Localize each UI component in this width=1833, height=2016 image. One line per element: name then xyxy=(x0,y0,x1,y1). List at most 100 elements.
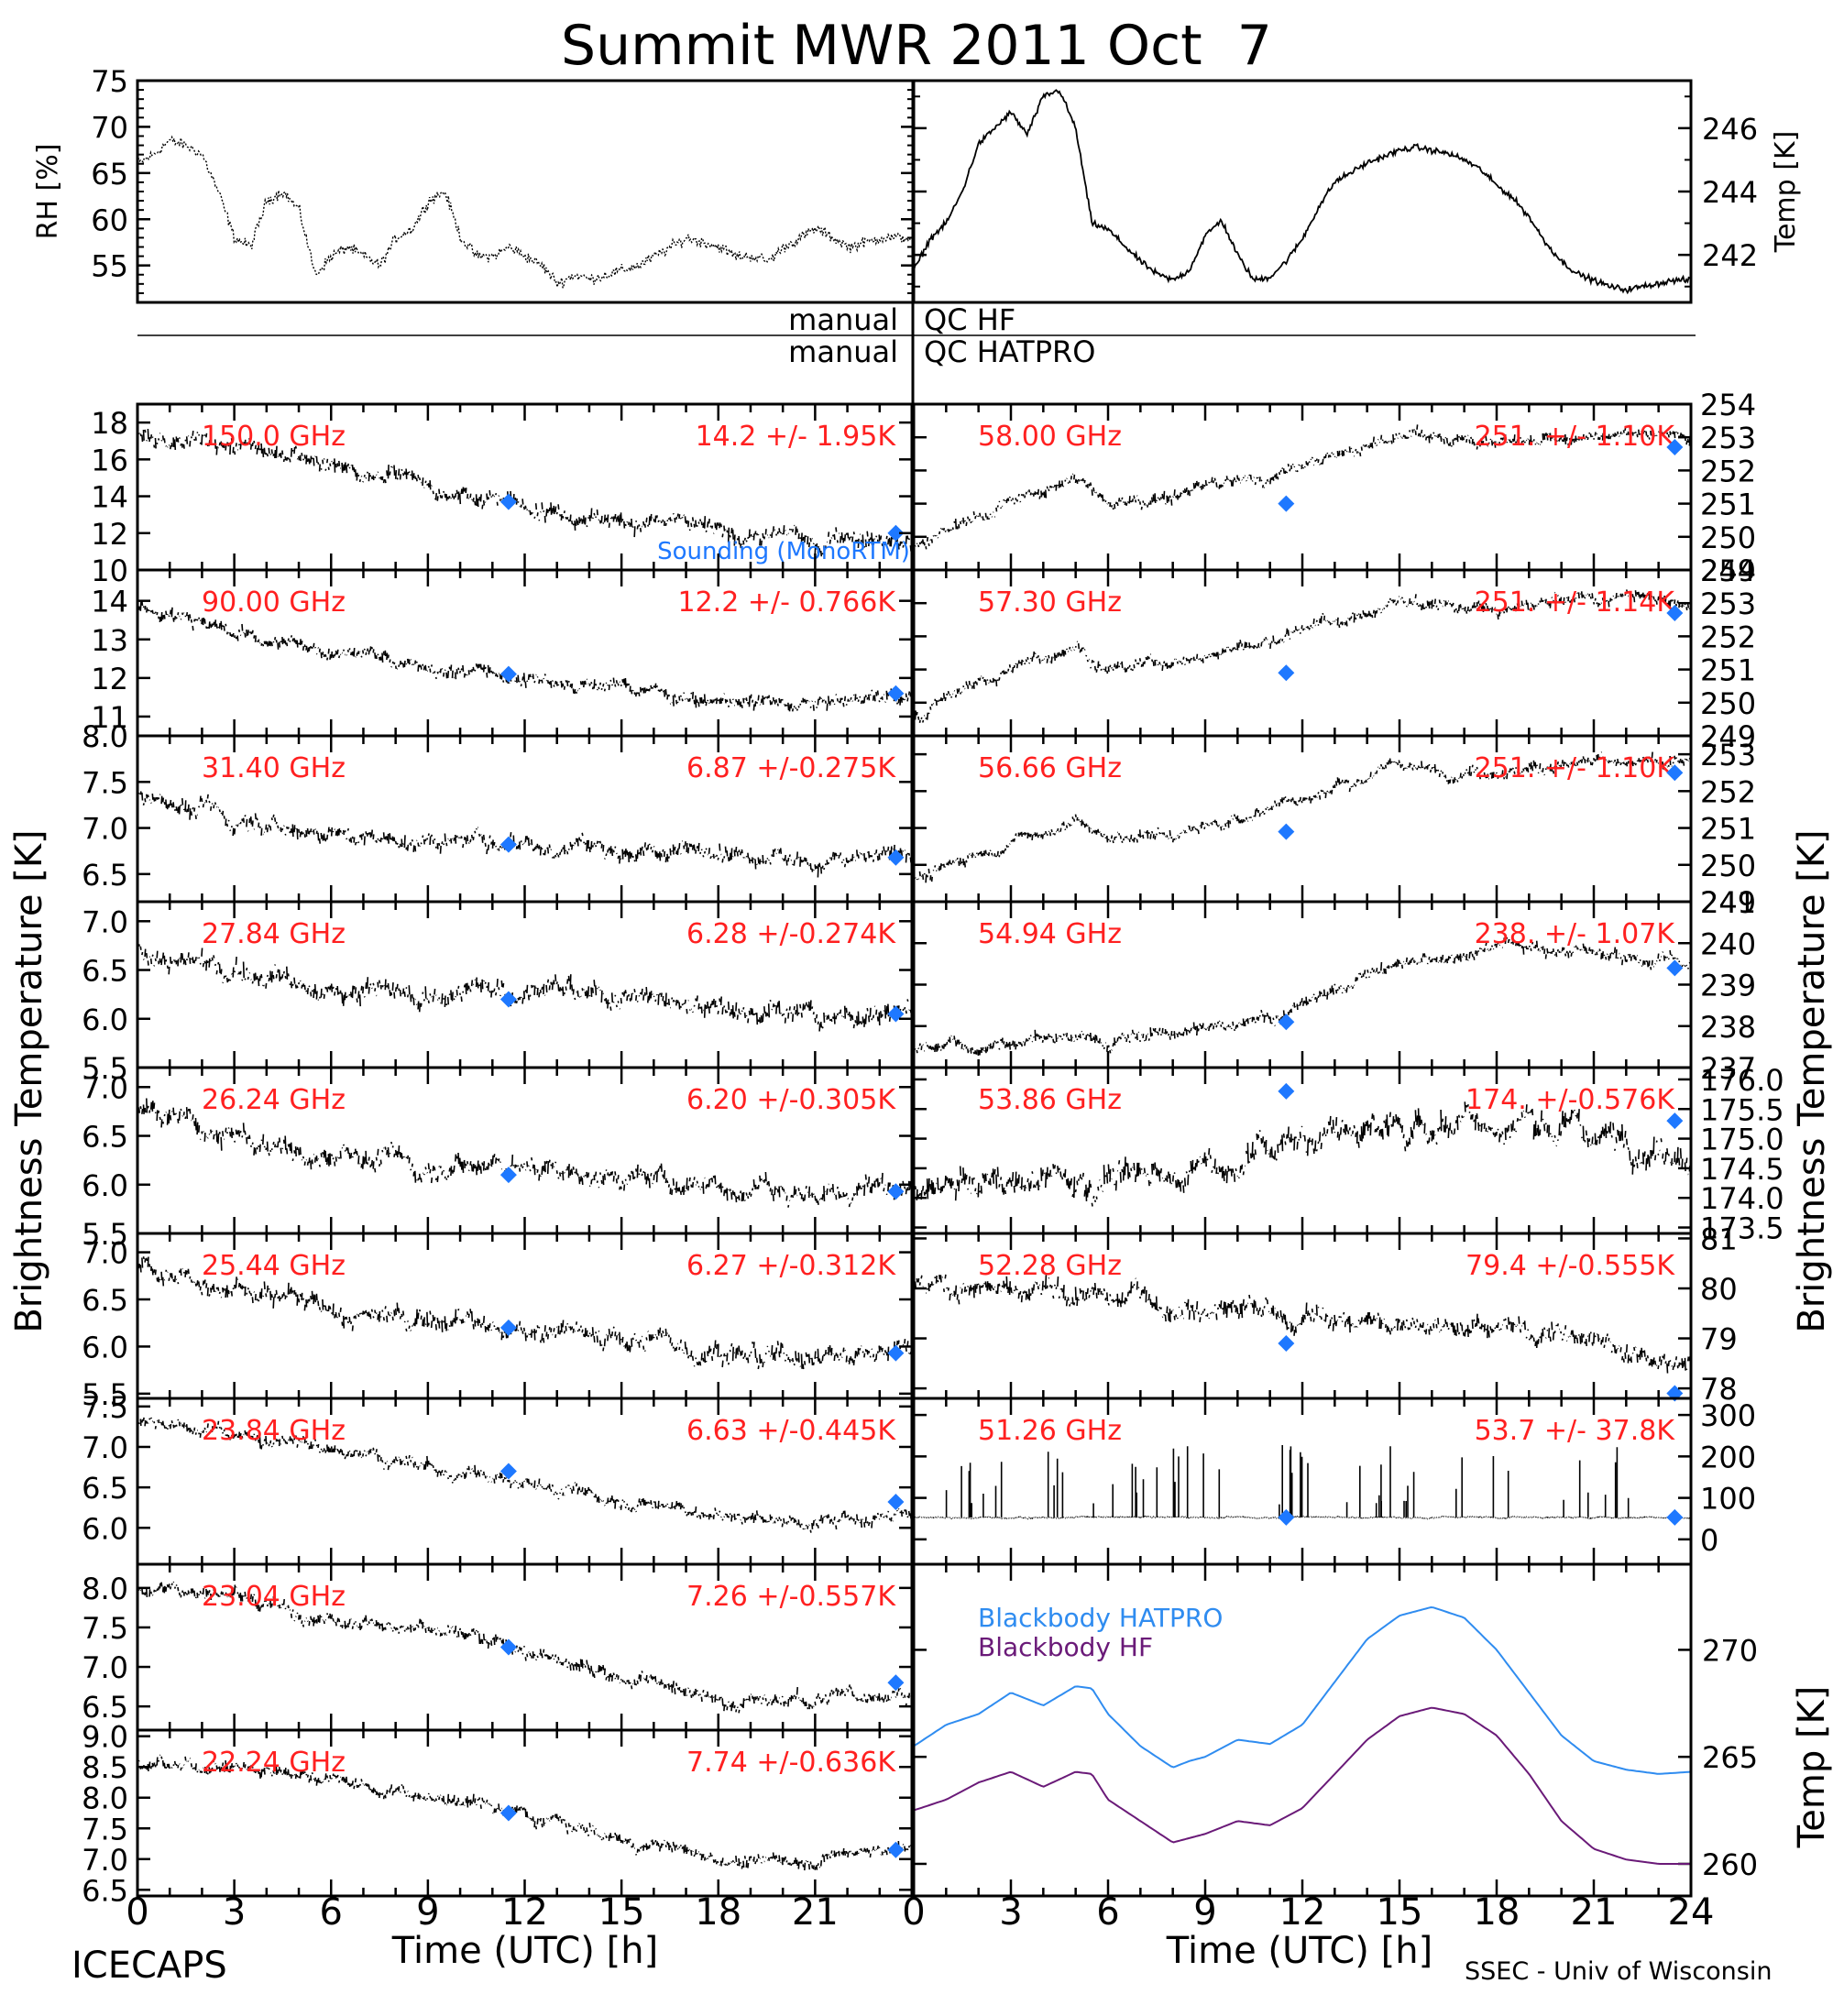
blackbody-series-line-0 xyxy=(913,1605,1692,1775)
panel-hat_23-04-stats-label: 7.26 +/-0.557K xyxy=(686,1581,896,1613)
panel-hat_54-94-ytick-label: 240 xyxy=(1700,926,1756,961)
panel-hf_150-sounding-point xyxy=(499,493,517,510)
x-tick-label-left: 6 xyxy=(320,1891,343,1934)
panel-hf_150-ytick-label: 10 xyxy=(91,553,128,588)
panel-hat_57-30-sounding-point xyxy=(1278,664,1295,682)
x-tick-label-left: 12 xyxy=(501,1891,548,1934)
panel-hat_53-86-ytick-label: 173.5 xyxy=(1700,1211,1784,1246)
panel-hat_57-30-frequency-label: 57.30 GHz xyxy=(978,586,1122,619)
panel-hat_54-94-ytick-label: 241 xyxy=(1700,885,1756,920)
qc-hf-label: QC HF xyxy=(924,302,1015,337)
panel-hat_25-44-ytick-label: 5.5 xyxy=(82,1377,128,1412)
panel-hat_23-04-frequency-label: 23.04 GHz xyxy=(202,1581,346,1613)
panel-hat_26-24-ytick-label: 6.5 xyxy=(82,1120,128,1155)
panel-rh-ytick-label: 75 xyxy=(91,64,128,99)
x-axis-label-left: Time (UTC) [h] xyxy=(391,1930,658,1972)
panel-hat_56-66: 56.66 GHz 251. +/- 1.10K xyxy=(913,751,1693,883)
qc-hatpro-manual: manual xyxy=(788,334,898,369)
panel-hat_54-94-ytick-label: 237 xyxy=(1700,1051,1756,1086)
panel-hat_51-26-ytick-label: 100 xyxy=(1700,1482,1756,1517)
panel-hat_26-24-ytick-label: 6.0 xyxy=(82,1168,128,1203)
footer-right-label: SSEC - Univ of Wisconsin xyxy=(1465,1957,1772,1986)
panel-rh-series-line xyxy=(137,135,915,289)
panel-hat_53-86-stats-label: 174. +/-0.576K xyxy=(1465,1084,1675,1116)
panel-hat_52-28-frequency-label: 52.28 GHz xyxy=(978,1250,1122,1282)
panel-hf_90-ytick-label: 12 xyxy=(91,662,128,696)
panel-hat_22-24-ytick-label: 7.5 xyxy=(82,1812,128,1846)
panel-hat_53-86-ytick-label: 174.0 xyxy=(1700,1181,1784,1216)
panel-hat_51-26-sounding-point xyxy=(1278,1508,1295,1526)
panel-rh: 55 60 65 70 75 RH [%] xyxy=(32,64,915,303)
x-tick-label-left: 15 xyxy=(598,1891,645,1934)
figure-title: Summit MWR 2011 Oct 7 xyxy=(561,14,1272,78)
panel-rh-ytick-label: 70 xyxy=(91,110,128,145)
panel-hf_90-sounding-point xyxy=(499,665,517,683)
panel-hat_56-66-stats-label: 251. +/- 1.10K xyxy=(1475,752,1676,784)
panel-hat_22-24-ytick-label: 7.0 xyxy=(82,1843,128,1878)
panel-hat_31-40: 31.40 GHz 6.87 +/-0.275K xyxy=(137,752,914,878)
footer-left-label: ICECAPS xyxy=(71,1945,227,1987)
panel-hat_23-04-ytick-label: 6.5 xyxy=(82,1690,128,1725)
panel-hat_31-40-ytick-label: 6.5 xyxy=(82,858,128,893)
panel-hf_90: 90.00 GHz 12.2 +/- 0.766K xyxy=(137,586,914,712)
x-tick-label-left: 21 xyxy=(792,1891,839,1934)
panel-hat_26-24-sounding-point xyxy=(887,1183,905,1200)
panel-hat_22-24-ytick-label: 8.0 xyxy=(82,1781,128,1816)
panel-hat_23-04-sounding-point xyxy=(499,1638,517,1656)
panel-hat_22-24-frequency-label: 22.24 GHz xyxy=(202,1747,346,1779)
panel-hat_54-94: 54.94 GHz 238. +/- 1.07K xyxy=(913,918,1693,1057)
panel-hat_53-86-frequency-label: 53.86 GHz xyxy=(978,1084,1122,1116)
panel-hat_57-30-ytick-label: 251 xyxy=(1700,653,1756,688)
panel-hat_58-00-ytick-label: 252 xyxy=(1700,454,1756,488)
panel-hat_23-84-ytick-label: 6.0 xyxy=(82,1511,128,1546)
panel-hat_53-86-ytick-label: 175.5 xyxy=(1700,1092,1784,1127)
panel-hat_51-26-stats-label: 53.7 +/- 37.8K xyxy=(1475,1415,1676,1447)
panel-blackbody: 260 265 270 Temp [K] Blackbody HATPROBlackbo… xyxy=(913,1603,1833,1882)
panel-hat_51-26-frequency-label: 51.26 GHz xyxy=(978,1415,1122,1447)
panel-hat_56-66-ytick-label: 253 xyxy=(1700,738,1756,772)
panel-hat_25-44-frequency-label: 25.44 GHz xyxy=(202,1250,346,1282)
x-tick-label-left: 18 xyxy=(695,1891,741,1934)
blackbody-series-line-1 xyxy=(913,1706,1691,1865)
qc-hf-manual: manual xyxy=(788,302,898,337)
panel-hat_54-94-ytick-label: 238 xyxy=(1700,1010,1756,1045)
panel-hf_150-ytick-label: 12 xyxy=(91,517,128,552)
x-tick-label-right: 24 xyxy=(1668,1891,1715,1934)
panel-hat_56-66-ytick-label: 250 xyxy=(1700,849,1756,883)
panel-hat_53-86-ytick-label: 174.5 xyxy=(1700,1152,1784,1187)
panel-hat_23-84-ytick-label: 7.0 xyxy=(82,1430,128,1465)
panel-hat_23-84-ytick-label: 7.5 xyxy=(82,1390,128,1425)
panel-hat_51-26-measurements xyxy=(913,1445,1693,1520)
panel-hat_58-00-sounding-point xyxy=(1666,439,1684,456)
panel-hat_52-28-measurements xyxy=(913,1274,1693,1374)
panel-hf_90-sounding-point xyxy=(887,685,905,702)
panel-blackbody-ytick-label: 260 xyxy=(1702,1847,1758,1882)
left-y-axis-label: Brightness Temperature [K] xyxy=(8,829,50,1332)
panel-hf_90-ytick-label: 14 xyxy=(91,585,128,619)
panel-hat_52-28-ytick-label: 78 xyxy=(1700,1372,1738,1407)
panel-hat_54-94-frequency-label: 54.94 GHz xyxy=(978,918,1122,950)
panel-hat_31-40-ytick-label: 7.5 xyxy=(82,765,128,800)
panel-hat_31-40-measurements xyxy=(137,791,914,878)
panel-hat_56-66-frequency-label: 56.66 GHz xyxy=(978,752,1122,784)
x-tick-label-left: 9 xyxy=(416,1891,439,1934)
panel-hf_150-ytick-label: 14 xyxy=(91,480,128,515)
panel-hat_53-86-ytick-label: 175.0 xyxy=(1700,1123,1784,1157)
panel-hat_26-24: 26.24 GHz 6.20 +/-0.305K xyxy=(137,1084,914,1208)
panel-hat_23-04: 23.04 GHz 7.26 +/-0.557K xyxy=(137,1581,914,1714)
x-tick-label-right: 12 xyxy=(1279,1891,1326,1934)
panel-hf_150-frequency-label: 150.0 GHz xyxy=(202,421,346,453)
panel-hat_22-24-sounding-point xyxy=(499,1804,517,1822)
panel-hat_25-44-ytick-label: 6.5 xyxy=(82,1283,128,1318)
panel-hat_58-00-stats-label: 251. +/- 1.10K xyxy=(1475,421,1676,453)
panel-hat_58-00-frequency-label: 58.00 GHz xyxy=(978,421,1122,453)
panel-hat_57-30-stats-label: 251. +/- 1.14K xyxy=(1475,586,1676,619)
panel-hat_52-28-ytick-label: 80 xyxy=(1700,1272,1738,1307)
panel-hf_150-ytick-label: 16 xyxy=(91,443,128,477)
panel-hat_27-84-stats-label: 6.28 +/-0.274K xyxy=(686,918,896,950)
x-tick-label-right: 21 xyxy=(1571,1891,1618,1934)
panel-hat_26-24-frequency-label: 26.24 GHz xyxy=(202,1084,346,1116)
panel-blackbody-ylabel: Temp [K] xyxy=(1791,1686,1833,1849)
panel-hat_58-00-ytick-label: 251 xyxy=(1700,488,1756,522)
